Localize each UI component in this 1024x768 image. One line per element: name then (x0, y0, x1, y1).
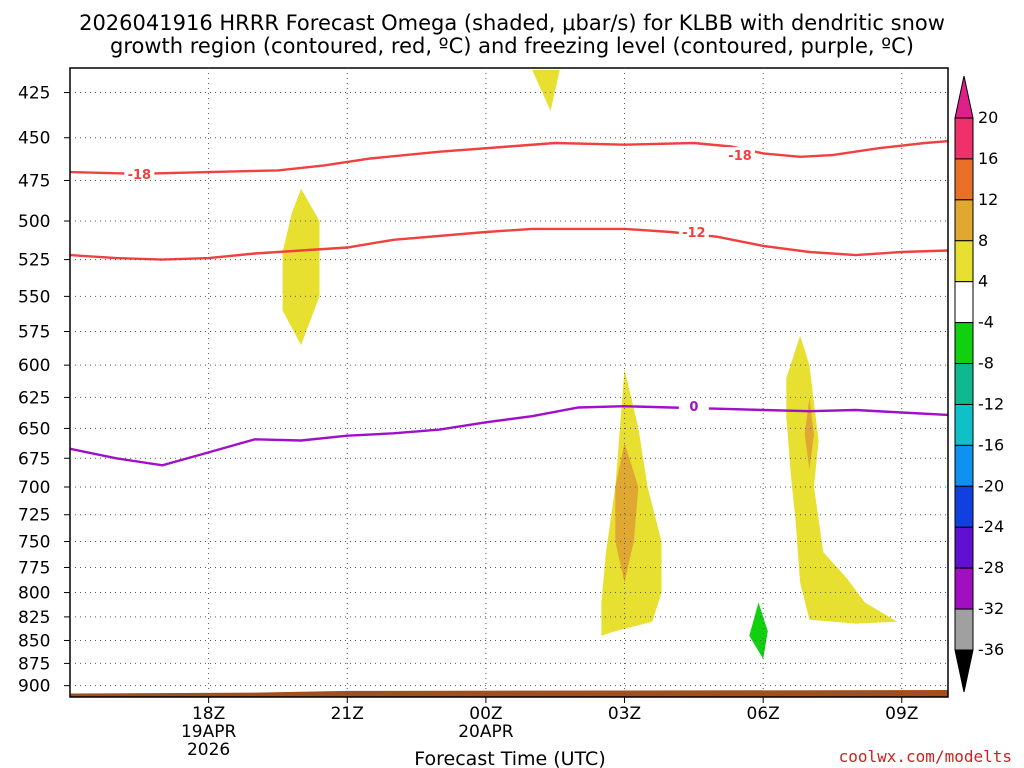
x-tick-label: 2026 (187, 740, 230, 760)
colorbar-swatch (954, 567, 974, 610)
contour-label-bg (678, 398, 709, 415)
colorbar-label: -32 (978, 599, 1004, 618)
contour-label-bg (678, 224, 709, 241)
y-tick-label: 625 (18, 388, 50, 408)
colorbar-swatch (954, 199, 974, 242)
colorbar-label: 12 (978, 190, 998, 209)
y-tick-label: 775 (18, 558, 50, 578)
y-tick-label: 850 (18, 631, 50, 651)
colorbar-label: -28 (978, 558, 1004, 577)
y-tick-label: 450 (18, 129, 50, 149)
y-tick-label: 875 (18, 654, 50, 674)
x-tick-label: 18Z (192, 704, 225, 724)
omega-shade-4 (786, 335, 898, 624)
contour-label-bg (124, 165, 155, 182)
chart-title-line-2: growth region (contoured, red, ºC) and f… (110, 34, 914, 58)
colorbar-swatch (954, 363, 974, 405)
colorbar-swatch (954, 444, 974, 487)
contour-line--18 (70, 140, 948, 176)
colorbar-label: 20 (978, 108, 998, 127)
colorbar-swatch (954, 281, 974, 324)
plot-contents: -18 -18 -12 0 (70, 69, 948, 697)
y-tick-label: 600 (18, 356, 50, 376)
x-tick-label: 20APR (458, 722, 514, 742)
x-tick-label: 21Z (331, 704, 364, 724)
colorbar-label: -36 (978, 640, 1004, 659)
x-tick-label: 09Z (885, 704, 918, 724)
contour-label: -12 (682, 226, 706, 241)
y-tick-label: 800 (18, 584, 50, 604)
colorbar-label: -16 (978, 435, 1004, 454)
colorbar-label: -20 (978, 476, 1004, 495)
x-tick-label: 06Z (747, 704, 780, 724)
colorbar-swatch (954, 608, 974, 651)
y-tick-label: 725 (18, 506, 50, 526)
y-tick-label: 425 (18, 84, 50, 104)
colorbar-swatch (954, 322, 974, 365)
contour-line-0 (70, 404, 948, 467)
y-axis: 425 450 475 500 525 550 575 600 625 650 675 700 725 7… (18, 84, 70, 697)
colorbar-label: 16 (978, 149, 998, 168)
x-tick-label: 00Z (469, 704, 502, 724)
colorbar-label: -12 (978, 394, 1004, 413)
omega-shade-0 (532, 69, 560, 111)
colorbar-swatch (954, 403, 974, 446)
y-tick-label: 750 (18, 533, 50, 553)
plot-area: -18 -18 -12 0 (69, 67, 949, 698)
chart-title-line-1: 2026041916 HRRR Forecast Omega (shaded, … (79, 11, 945, 35)
colorbar-label: -4 (978, 313, 994, 332)
y-tick-label: 500 (18, 212, 50, 232)
colorbar-swatch (954, 117, 974, 160)
credit-text: coolwx.com/modelts (839, 747, 1012, 766)
x-axis-label: Forecast Time (UTC) (414, 748, 605, 768)
colorbar-label: -24 (978, 517, 1004, 536)
plot-frame (69, 67, 949, 698)
y-tick-label: 675 (18, 449, 50, 469)
colorbar: 20 16 12 8 4 -4 -8 -12 -16 -20 -24 -28 -32 -36 (954, 75, 1004, 693)
contour-label-bg (725, 147, 756, 164)
x-tick-label: 03Z (608, 704, 641, 724)
y-tick-label: 550 (18, 287, 50, 307)
x-tick-label: 19APR (181, 722, 237, 742)
omega-shade-1 (282, 188, 320, 346)
colorbar-swatch (954, 158, 974, 201)
colorbar-swatch (954, 526, 974, 569)
colorbar-label: -8 (978, 354, 994, 373)
contour-line--12 (70, 227, 948, 261)
colorbar-top-triangle (954, 75, 974, 119)
contour-label: 0 (689, 400, 698, 415)
omega-shade-6 (749, 602, 768, 659)
y-tick-label: 900 (18, 677, 50, 697)
colorbar-bottom-triangle (954, 649, 974, 693)
colorbar-swatch (954, 485, 974, 528)
colorbar-label: 8 (978, 231, 988, 250)
omega-shade-5 (804, 397, 814, 470)
y-tick-label: 575 (18, 323, 50, 343)
y-tick-label: 650 (18, 419, 50, 439)
y-tick-label: 475 (18, 171, 50, 191)
y-tick-label: 525 (18, 251, 50, 271)
terrain-fill (70, 690, 948, 697)
y-tick-label: 825 (18, 608, 50, 628)
colorbar-swatch (954, 240, 974, 283)
colorbar-label: 4 (978, 272, 988, 291)
omega-shade-3 (615, 442, 639, 583)
y-tick-label: 700 (18, 478, 50, 498)
contour-label: -18 (728, 149, 752, 164)
contour-label: -18 (128, 168, 152, 183)
